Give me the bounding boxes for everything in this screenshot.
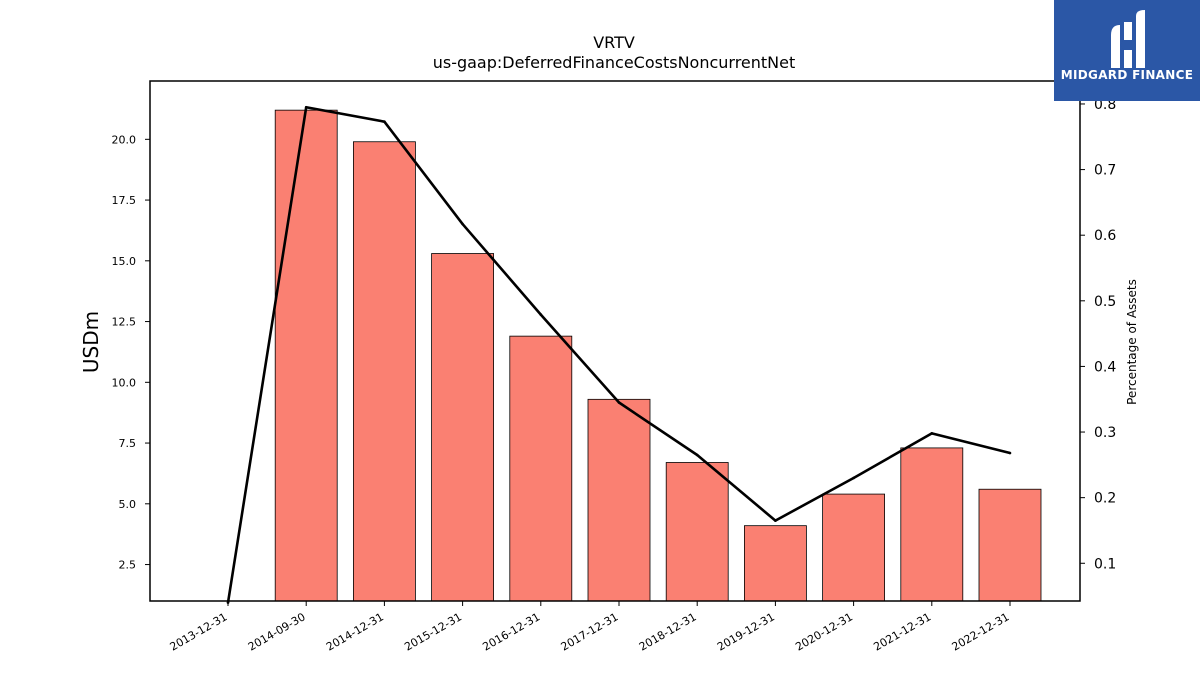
x-tick-label: 2018-12-31 <box>637 610 699 653</box>
line-layer <box>226 105 1012 604</box>
y-tick-label: 20.0 <box>112 133 137 146</box>
y2-tick-label: 0.5 <box>1094 294 1116 310</box>
bar-2018-12-31 <box>665 462 729 602</box>
bar-2021-12-31 <box>900 447 964 602</box>
logo-mark-icon <box>1111 10 1145 68</box>
y-tick-label: 10.0 <box>112 376 137 389</box>
brand-logo: MIDGARD FINANCE <box>1054 0 1200 101</box>
x-tick-label: 2020-12-31 <box>793 610 855 653</box>
line-point-2019-12-31 <box>774 519 777 522</box>
bar-2014-12-31 <box>352 141 416 602</box>
chart-title: VRTV <box>593 33 635 52</box>
line-point-2015-12-31 <box>461 222 464 226</box>
logo-text: MIDGARD FINANCE <box>1060 68 1194 82</box>
y2-tick-label: 0.7 <box>1094 163 1116 179</box>
line-point-2016-12-31 <box>539 313 543 316</box>
y-tick-label: 17.5 <box>112 194 137 207</box>
bar-2020-12-31 <box>822 493 885 602</box>
x-tick-label: 2016-12-31 <box>480 610 542 653</box>
x-tick-label: 2015-12-31 <box>402 610 464 653</box>
y2-axis-label: Percentage of Assets <box>1125 279 1139 405</box>
y-tick-label: 12.5 <box>112 316 137 329</box>
y-tick-label: 15.0 <box>112 255 137 268</box>
y-tick-label: 2.5 <box>119 559 137 572</box>
x-tick-label: 2021-12-31 <box>871 610 933 653</box>
line-point-2021-12-31 <box>930 432 934 435</box>
bar-2019-12-31 <box>744 525 807 602</box>
x-tick-label: 2014-09-30 <box>246 610 308 653</box>
bar-2017-12-31 <box>587 398 651 602</box>
line-point-2022-12-31 <box>1008 451 1012 455</box>
bar-2022-12-31 <box>978 488 1042 602</box>
y-tick-label: 5.0 <box>119 498 137 511</box>
bars-layer <box>274 109 1042 602</box>
y2-tick-label: 0.3 <box>1094 425 1116 441</box>
bar-2016-12-31 <box>509 335 573 602</box>
line-point-2020-12-31 <box>852 476 855 480</box>
line-point-2017-12-31 <box>617 401 621 404</box>
line-point-2018-12-31 <box>695 453 699 457</box>
y2-tick-label: 0.2 <box>1094 491 1116 507</box>
line-point-2014-12-31 <box>383 120 386 123</box>
line-point-2014-09-30 <box>304 105 308 109</box>
plot-frame <box>149 80 1081 602</box>
y2-tick-label: 0.6 <box>1094 228 1116 244</box>
chart-subtitle: us-gaap:DeferredFinanceCostsNoncurrentNe… <box>433 53 796 72</box>
axes-layer <box>149 80 1081 602</box>
x-tick-label: 2022-12-31 <box>950 610 1012 653</box>
x-tick-label: 2014-12-31 <box>324 610 386 653</box>
y-axis-label: USDm <box>79 311 103 373</box>
bar-2014-09-30 <box>274 109 338 602</box>
x-tick-label: 2019-12-31 <box>715 610 777 653</box>
y-tick-label: 7.5 <box>119 437 137 450</box>
y2-tick-label: 0.4 <box>1094 359 1116 375</box>
x-tick-label: 2017-12-31 <box>559 610 621 653</box>
x-tick-label: 2013-12-31 <box>168 610 230 653</box>
bar-2015-12-31 <box>431 253 495 602</box>
y2-tick-label: 0.1 <box>1094 556 1116 572</box>
